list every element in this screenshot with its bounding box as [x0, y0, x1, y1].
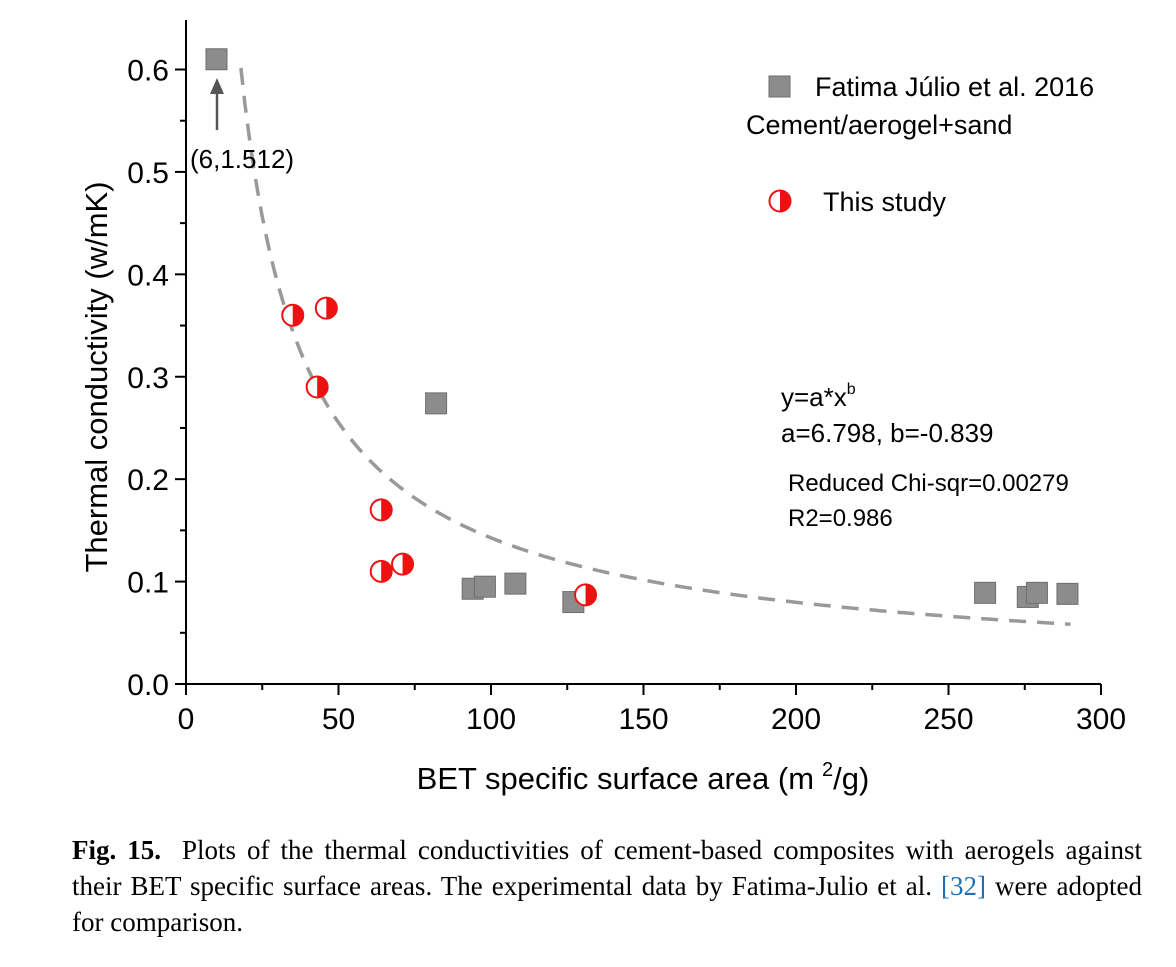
- legend: Fatima Júlio et al. 2016 Cement/aerogel+…: [746, 72, 1094, 217]
- chi-sqr-text: Reduced Chi-sqr=0.00279: [788, 470, 1069, 497]
- caption-text: Plots of the thermal conductivities of c…: [72, 835, 1143, 901]
- equation-text: y=a*xb: [781, 381, 856, 412]
- data-points: [205, 48, 1079, 614]
- fit-params-text: a=6.798, b=-0.839: [781, 418, 994, 448]
- data-point-square: [473, 575, 496, 598]
- y-tick-label: 0.1: [127, 567, 169, 600]
- x-tick-label: 150: [618, 703, 668, 736]
- data-point-halfcircle: [369, 498, 393, 522]
- data-point-halfcircle: [574, 583, 598, 607]
- caption-label: Fig. 15.: [72, 835, 161, 865]
- y-tick-label: 0.6: [127, 55, 169, 88]
- fit-curve-layer: [239, 67, 1071, 626]
- legend-label-fatima: Fatima Júlio et al. 2016: [815, 72, 1094, 102]
- data-point-square: [1025, 581, 1048, 604]
- data-point-halfcircle: [305, 375, 329, 399]
- data-point-halfcircle: [281, 303, 305, 327]
- x-axis-label: BET specific surface area (m 2/g): [417, 759, 870, 796]
- data-point-square: [974, 581, 997, 604]
- legend-label-this-study: This study: [823, 187, 947, 217]
- y-tick-label: 0.4: [127, 259, 169, 292]
- legend-halfcircle-marker: [768, 189, 792, 213]
- scatter-chart: 0 50 100 150 200 250 3000.00.10.20.30.40.50.6 …: [79, 20, 1126, 796]
- axes: 0 50 100 150 200 250 300 0.0 0.1 0.2 0.3 0.4 0.5 0.6: [127, 20, 1126, 736]
- y-tick-label: 0.0: [127, 669, 169, 702]
- data-point-square: [205, 48, 228, 71]
- x-tick-label: 100: [466, 703, 516, 736]
- legend-square-marker: [768, 75, 791, 98]
- arrow-annotation: (6,1.512): [190, 78, 294, 174]
- fit-curve: [239, 67, 1071, 626]
- data-point-square: [425, 392, 448, 415]
- data-point-square: [1056, 582, 1079, 605]
- annotation-label: (6,1.512): [190, 144, 294, 174]
- figure-caption: Fig. 15. Plots of the thermal conductivi…: [72, 832, 1142, 940]
- data-point-halfcircle: [369, 559, 393, 583]
- annotation-arrow-head: [210, 78, 224, 94]
- y-axis-label: Thermal conductivity (w/mK): [79, 181, 114, 572]
- y-tick-label: 0.2: [127, 464, 169, 497]
- fit-equation: y=a*xb a=6.798, b=-0.839 Reduced Chi-sqr…: [781, 381, 1069, 532]
- data-point-halfcircle: [314, 296, 338, 320]
- x-tick-label: 50: [322, 703, 355, 736]
- legend-label-fatima-line2: Cement/aerogel+sand: [746, 110, 1012, 140]
- x-tick-label: 300: [1076, 703, 1126, 736]
- data-point-halfcircle: [391, 552, 415, 576]
- x-tick-label: 250: [923, 703, 973, 736]
- x-tick-label: 200: [771, 703, 821, 736]
- x-tick-label: 0: [178, 703, 195, 736]
- y-tick-label: 0.5: [127, 157, 169, 190]
- caption-text-end: were adopted for comparison.: [72, 871, 1143, 937]
- y-tick-label: 0.3: [127, 362, 169, 395]
- reference-link[interactable]: [32]: [941, 871, 987, 901]
- data-point-square: [504, 572, 527, 595]
- r2-text: R2=0.986: [788, 505, 893, 532]
